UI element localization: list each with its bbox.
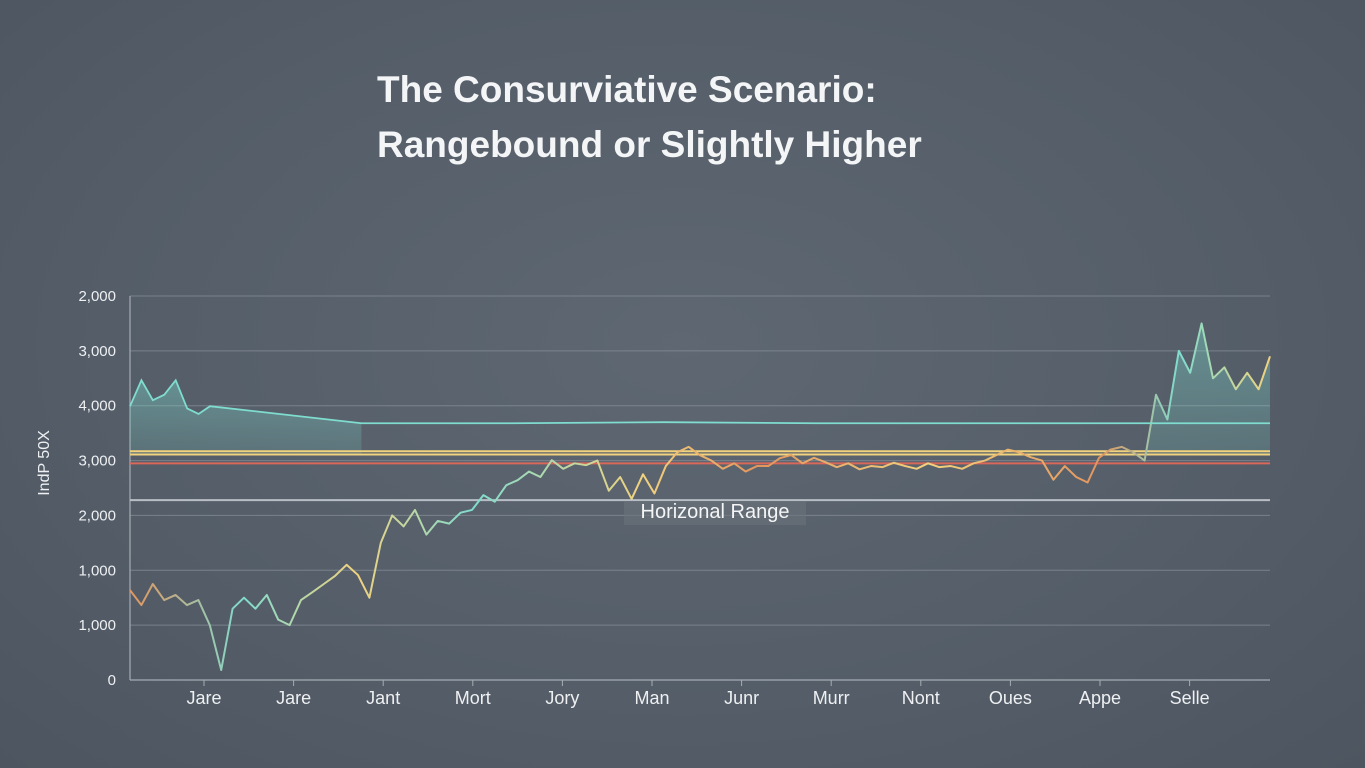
y-tick-label: 3,000 xyxy=(78,343,116,360)
upper-band-line xyxy=(129,378,1270,425)
y-tick-label: 0 xyxy=(108,672,116,689)
x-tick-label: Jory xyxy=(545,688,579,708)
x-tick-label: Jant xyxy=(366,688,400,708)
upper-band-area xyxy=(130,380,362,455)
range-label: Horizonal Range xyxy=(641,501,790,523)
y-tick-label: 2,000 xyxy=(78,507,116,524)
x-tick-label: Jare xyxy=(276,688,311,708)
y-tick-label: 1,000 xyxy=(78,562,116,579)
y-axis-label: IndP 50X xyxy=(36,430,53,496)
title-line-1: The Consurviative Scenario: xyxy=(377,69,877,110)
breakout-area xyxy=(1144,323,1270,461)
chart-title: The Consurviative Scenario: Rangebound or… xyxy=(377,62,922,172)
y-tick-label: 4,000 xyxy=(78,398,116,415)
range-label-background xyxy=(624,501,806,526)
price-series-line xyxy=(129,322,1271,672)
x-tick-label: Mort xyxy=(455,688,491,708)
x-tick-label: Oues xyxy=(989,688,1032,708)
x-tick-label: Jare xyxy=(186,688,221,708)
x-tick-label: Nont xyxy=(902,688,940,708)
y-tick-label: 3,000 xyxy=(78,453,116,470)
x-tick-label: Junr xyxy=(724,688,759,708)
y-tick-label: 2,000 xyxy=(78,288,116,305)
title-line-2: Rangebound or Slightly Higher xyxy=(377,124,922,165)
x-tick-label: Man xyxy=(634,688,669,708)
x-tick-label: Murr xyxy=(813,688,850,708)
x-tick-label: Appe xyxy=(1079,688,1121,708)
y-tick-label: 1,000 xyxy=(78,617,116,634)
x-tick-label: Selle xyxy=(1170,688,1210,708)
